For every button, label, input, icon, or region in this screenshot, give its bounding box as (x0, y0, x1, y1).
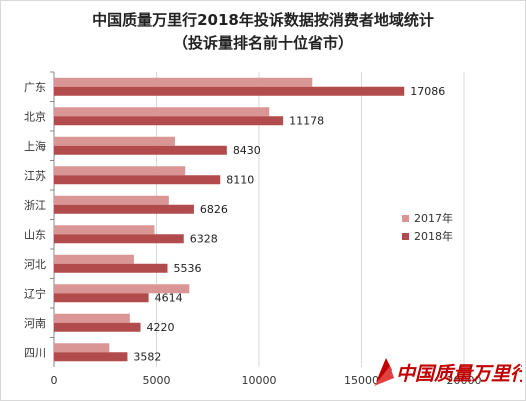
x-tick-label: 5000 (143, 374, 171, 387)
category-label: 山东 (24, 228, 46, 241)
category-label: 河南 (24, 317, 46, 330)
bar-2018 (54, 352, 128, 362)
data-label: 17086 (410, 85, 445, 98)
bar-2017 (54, 136, 175, 146)
bar-2017 (54, 195, 169, 205)
bar-2017 (54, 254, 134, 264)
data-label: 6826 (200, 203, 228, 216)
bar-2018 (54, 116, 284, 126)
bar-2017 (54, 284, 190, 294)
bar-2017 (54, 343, 110, 353)
data-label: 6328 (190, 232, 218, 245)
bar-2018 (54, 86, 405, 96)
data-label: 5536 (173, 262, 201, 275)
bar-2018 (54, 263, 168, 273)
data-label: 8430 (233, 144, 261, 157)
legend-label: 2017年 (414, 211, 453, 225)
brand-watermark: 中国质量万里行 (374, 358, 522, 386)
legend-swatch (402, 215, 409, 222)
category-label: 浙江 (24, 199, 46, 212)
chart-title: 中国质量万里行2018年投诉数据按消费者地域统计 (92, 11, 434, 29)
category-label: 河北 (24, 258, 46, 271)
category-label: 上海 (24, 139, 46, 153)
bar-2017 (54, 225, 155, 235)
bar-2017 (54, 313, 130, 323)
legend-label: 2018年 (414, 229, 453, 243)
category-label: 江苏 (24, 169, 46, 182)
watermark-text: 中国质量万里行 (396, 363, 522, 385)
x-tick-label: 10000 (242, 374, 277, 387)
data-label: 11178 (289, 114, 324, 127)
bar-2018 (54, 322, 141, 332)
bar-2018 (54, 293, 149, 303)
category-label: 辽宁 (24, 286, 46, 300)
x-tick-label: 15000 (344, 374, 379, 387)
data-label: 4220 (147, 321, 175, 334)
bar-2017 (54, 77, 313, 87)
x-tick-label: 0 (51, 374, 58, 387)
bar-2018 (54, 204, 194, 214)
category-label: 四川 (24, 346, 46, 359)
legend-swatch (402, 233, 409, 240)
category-label: 北京 (24, 109, 46, 123)
brand-logo-icon (374, 358, 394, 386)
x-tick-label: 20000 (447, 374, 482, 387)
data-label: 4614 (155, 291, 183, 304)
bar-2018 (54, 234, 184, 244)
bar-2017 (54, 166, 186, 176)
chart-subtitle: （投诉量排名前十位省市） (172, 34, 353, 52)
bar-2018 (54, 175, 221, 185)
data-label: 8110 (226, 173, 254, 186)
bar-2018 (54, 145, 227, 155)
category-label: 广东 (24, 81, 46, 94)
data-label: 3582 (133, 350, 161, 363)
bar-2017 (54, 107, 270, 117)
